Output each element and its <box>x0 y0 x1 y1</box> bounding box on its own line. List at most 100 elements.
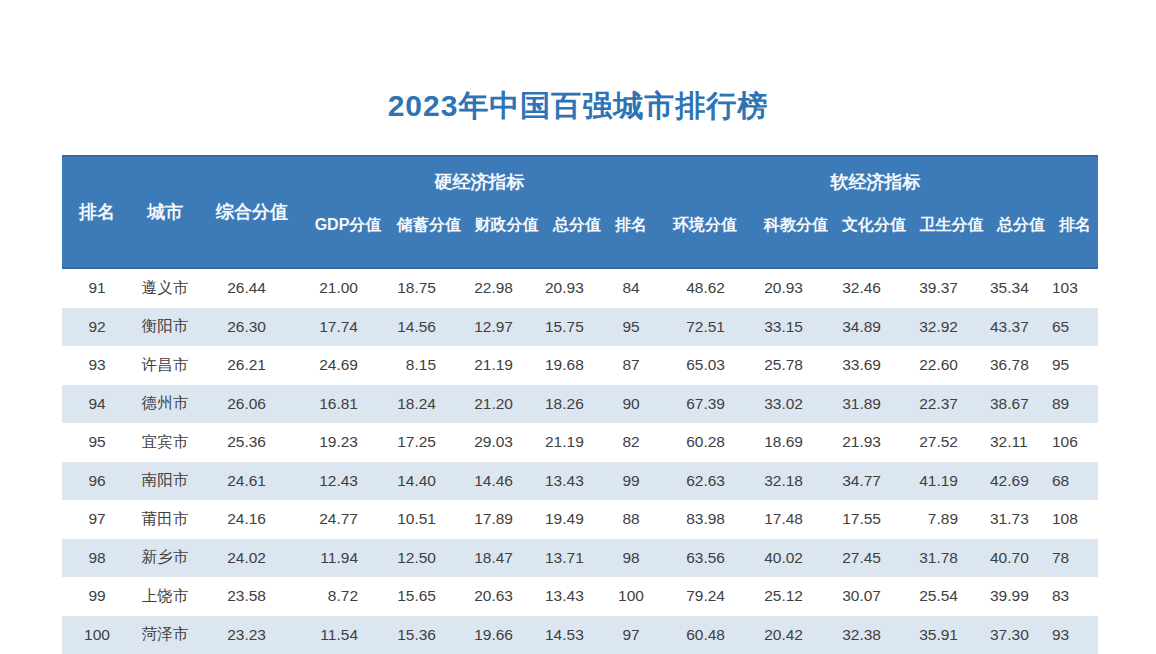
soft-score-cell: 67.39 <box>653 385 757 424</box>
city-cell: 许昌市 <box>132 346 198 385</box>
hard-score-cell: 16.81 <box>306 385 390 424</box>
soft-score-cell: 37.30 <box>990 616 1052 654</box>
soft-score-cell: 48.62 <box>653 268 757 308</box>
hard-score-cell: 15.65 <box>390 577 468 616</box>
composite-score-cell: 23.23 <box>198 616 306 654</box>
soft-score-cell: 41.19 <box>913 462 990 501</box>
rank-cell: 92 <box>62 308 132 347</box>
hard-score-cell: 19.49 <box>545 500 609 539</box>
table-row: 92衡阳市26.3017.7414.5612.9715.759572.5133.… <box>62 308 1098 347</box>
soft-score-cell: 43.37 <box>990 308 1052 347</box>
hard-score-cell: 14.40 <box>390 462 468 501</box>
soft-score-cell: 22.37 <box>913 385 990 424</box>
hard-score-cell: 14.46 <box>468 462 545 501</box>
table-row: 99上饶市23.588.7215.6520.6313.4310079.2425.… <box>62 577 1098 616</box>
hard-score-cell: 17.74 <box>306 308 390 347</box>
soft-score-cell: 32.18 <box>757 462 835 501</box>
soft-rank-cell: 89 <box>1052 385 1098 424</box>
hard-score-cell: 29.03 <box>468 423 545 462</box>
soft-score-cell: 25.54 <box>913 577 990 616</box>
hard-score-cell: 12.50 <box>390 539 468 578</box>
hard-rank-cell: 84 <box>609 268 653 308</box>
soft-score-cell: 20.42 <box>757 616 835 654</box>
hard-score-cell: 15.36 <box>390 616 468 654</box>
rank-cell: 99 <box>62 577 132 616</box>
composite-score-cell: 24.61 <box>198 462 306 501</box>
soft-score-cell: 7.89 <box>913 500 990 539</box>
soft-score-cell: 18.69 <box>757 423 835 462</box>
soft-rank-cell: 108 <box>1052 500 1098 539</box>
soft-score-cell: 60.48 <box>653 616 757 654</box>
col-group-hard-economy: 硬经济指标 <box>306 156 653 207</box>
city-cell: 宜宾市 <box>132 423 198 462</box>
soft-score-cell: 40.02 <box>757 539 835 578</box>
hard-score-cell: 18.24 <box>390 385 468 424</box>
hard-score-cell: 10.51 <box>390 500 468 539</box>
soft-score-cell: 27.45 <box>835 539 913 578</box>
hard-score-cell: 8.15 <box>390 346 468 385</box>
table-row: 97莆田市24.1624.7710.5117.8919.498883.9817.… <box>62 500 1098 539</box>
hard-score-cell: 19.66 <box>468 616 545 654</box>
col-header-hard-total-score: 总分值 <box>545 207 609 268</box>
soft-score-cell: 32.92 <box>913 308 990 347</box>
col-header-culture-score: 文化分值 <box>835 207 913 268</box>
rank-cell: 98 <box>62 539 132 578</box>
col-header-savings-score: 储蓄分值 <box>390 207 468 268</box>
composite-score-cell: 24.02 <box>198 539 306 578</box>
soft-score-cell: 27.52 <box>913 423 990 462</box>
soft-rank-cell: 78 <box>1052 539 1098 578</box>
hard-rank-cell: 98 <box>609 539 653 578</box>
hard-rank-cell: 82 <box>609 423 653 462</box>
hard-score-cell: 17.89 <box>468 500 545 539</box>
col-header-soft-total-score: 总分值 <box>990 207 1052 268</box>
hard-rank-cell: 99 <box>609 462 653 501</box>
soft-score-cell: 42.69 <box>990 462 1052 501</box>
soft-rank-cell: 95 <box>1052 346 1098 385</box>
soft-score-cell: 33.69 <box>835 346 913 385</box>
rank-cell: 93 <box>62 346 132 385</box>
table-body: 91遵义市26.4421.0018.7522.9820.938448.6220.… <box>62 268 1098 654</box>
col-header-fiscal-score: 财政分值 <box>468 207 545 268</box>
soft-score-cell: 31.73 <box>990 500 1052 539</box>
composite-score-cell: 25.36 <box>198 423 306 462</box>
table-row: 100菏泽市23.2311.5415.3619.6614.539760.4820… <box>62 616 1098 654</box>
soft-score-cell: 21.93 <box>835 423 913 462</box>
col-header-city: 城市 <box>132 156 198 268</box>
soft-rank-cell: 106 <box>1052 423 1098 462</box>
soft-score-cell: 20.93 <box>757 268 835 308</box>
hard-score-cell: 14.53 <box>545 616 609 654</box>
rank-cell: 94 <box>62 385 132 424</box>
hard-score-cell: 18.47 <box>468 539 545 578</box>
hard-score-cell: 20.93 <box>545 268 609 308</box>
hard-score-cell: 21.19 <box>545 423 609 462</box>
composite-score-cell: 24.16 <box>198 500 306 539</box>
soft-rank-cell: 83 <box>1052 577 1098 616</box>
soft-score-cell: 72.51 <box>653 308 757 347</box>
soft-score-cell: 22.60 <box>913 346 990 385</box>
city-ranking-table: 排名 城市 综合分值 硬经济指标 软经济指标 GDP分值 储蓄分值 财政分值 总… <box>62 155 1098 654</box>
col-header-soft-rank: 排名 <box>1052 207 1098 268</box>
soft-score-cell: 33.02 <box>757 385 835 424</box>
hard-score-cell: 22.98 <box>468 268 545 308</box>
soft-score-cell: 17.55 <box>835 500 913 539</box>
soft-score-cell: 31.89 <box>835 385 913 424</box>
col-header-hard-rank: 排名 <box>609 207 653 268</box>
table-header: 排名 城市 综合分值 硬经济指标 软经济指标 GDP分值 储蓄分值 财政分值 总… <box>62 156 1098 268</box>
soft-score-cell: 32.11 <box>990 423 1052 462</box>
hard-score-cell: 11.94 <box>306 539 390 578</box>
soft-score-cell: 65.03 <box>653 346 757 385</box>
table-row: 98新乡市24.0211.9412.5018.4713.719863.5640.… <box>62 539 1098 578</box>
soft-score-cell: 63.56 <box>653 539 757 578</box>
col-header-rank: 排名 <box>62 156 132 268</box>
soft-score-cell: 35.34 <box>990 268 1052 308</box>
city-cell: 南阳市 <box>132 462 198 501</box>
col-header-health-score: 卫生分值 <box>913 207 990 268</box>
hard-score-cell: 17.25 <box>390 423 468 462</box>
hard-rank-cell: 97 <box>609 616 653 654</box>
hard-score-cell: 15.75 <box>545 308 609 347</box>
hard-score-cell: 21.00 <box>306 268 390 308</box>
composite-score-cell: 23.58 <box>198 577 306 616</box>
col-header-gdp-score: GDP分值 <box>306 207 390 268</box>
soft-score-cell: 33.15 <box>757 308 835 347</box>
soft-rank-cell: 68 <box>1052 462 1098 501</box>
